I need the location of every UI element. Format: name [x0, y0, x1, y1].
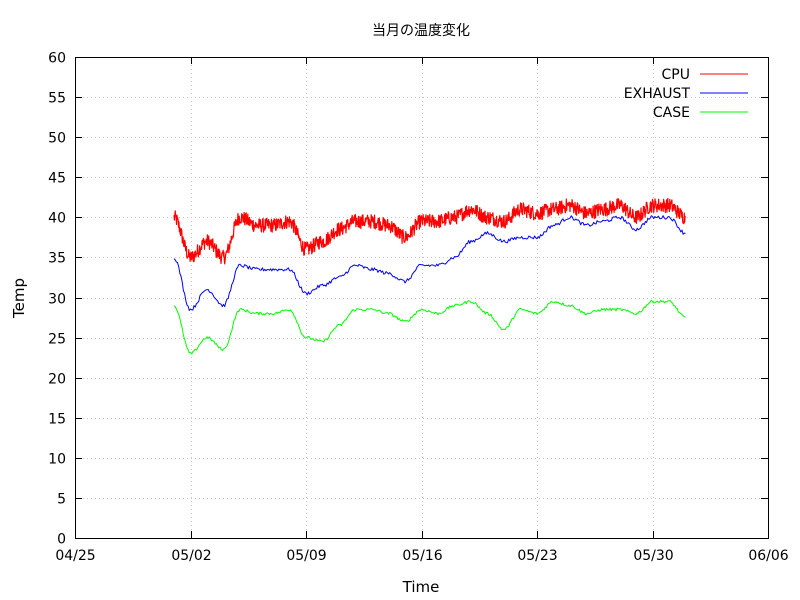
series-line-cpu — [173, 197, 687, 265]
y-tick-label: 5 — [57, 492, 66, 508]
y-tick-label: 45 — [48, 171, 66, 187]
x-tick-label: 05/16 — [402, 548, 442, 564]
series-line-exhaust — [173, 215, 686, 311]
chart-title: 当月の温度変化 — [372, 22, 470, 39]
y-tick-label: 35 — [48, 251, 66, 267]
legend-label-cpu: CPU — [662, 67, 690, 83]
x-tick-label: 06/06 — [748, 548, 788, 564]
x-tick-label: 05/09 — [286, 548, 326, 564]
y-tick-label: 55 — [48, 91, 66, 107]
y-tick-label: 15 — [48, 412, 66, 428]
series-line-case — [173, 299, 686, 355]
y-tick-label: 60 — [48, 51, 66, 67]
x-tick-label: 05/23 — [517, 548, 557, 564]
series-lines — [173, 197, 687, 355]
y-axis-label: Temp — [10, 278, 28, 319]
y-tick-label: 10 — [48, 452, 66, 468]
legend: CPU EXHAUST CASE — [624, 67, 748, 121]
axis-ticks: 0 5 10 15 20 25 30 35 40 45 50 55 60 04/25 05/02 05/09 0… — [48, 51, 789, 565]
x-tick-label: 04/25 — [55, 548, 95, 564]
y-tick-label: 20 — [48, 372, 66, 388]
y-tick-label: 0 — [57, 532, 66, 548]
legend-label-case: CASE — [653, 105, 690, 121]
y-tick-label: 25 — [48, 332, 66, 348]
y-tick-label: 40 — [48, 211, 66, 227]
grid — [75, 57, 768, 538]
y-tick-label: 50 — [48, 131, 66, 147]
x-axis-label: Time — [402, 578, 440, 596]
x-tick-label: 05/30 — [633, 548, 673, 564]
y-tick-label: 30 — [48, 292, 66, 308]
legend-label-exhaust: EXHAUST — [624, 86, 691, 102]
x-tick-label: 05/02 — [171, 548, 211, 564]
